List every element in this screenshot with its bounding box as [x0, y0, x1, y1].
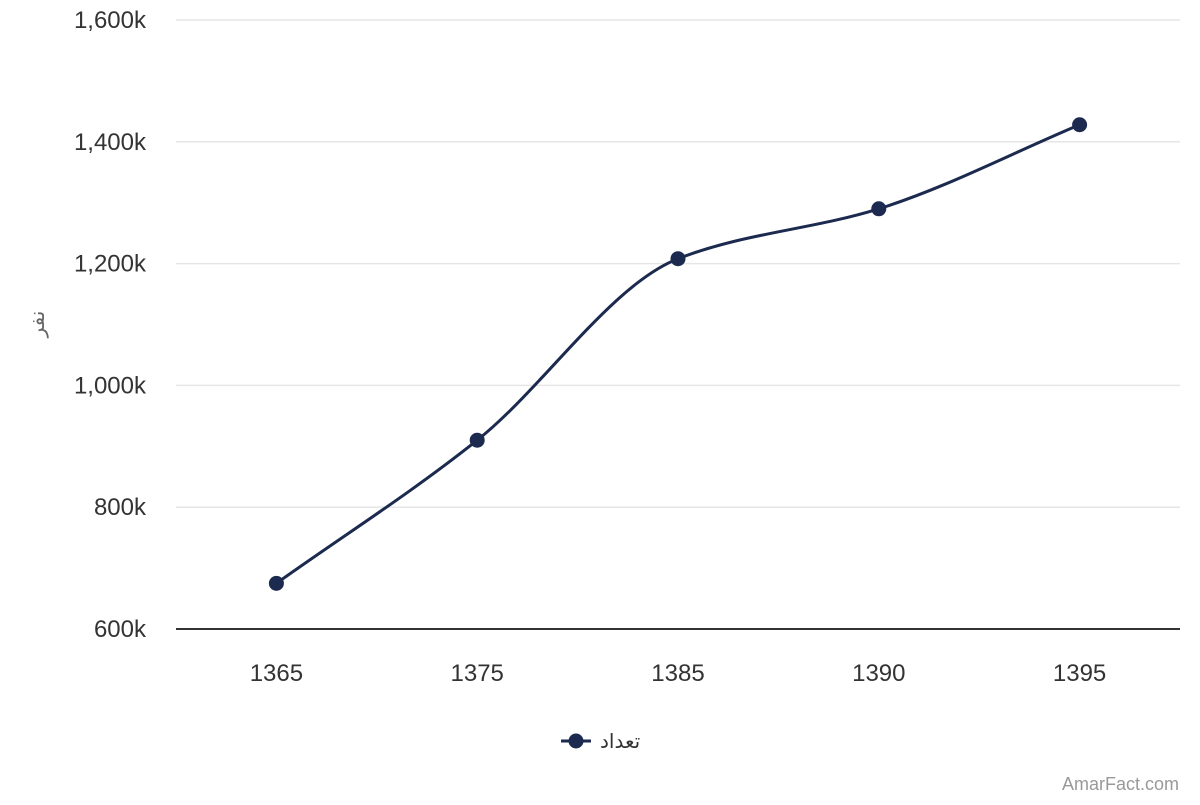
data-point [268, 575, 284, 591]
data-point [670, 251, 686, 267]
y-tick-label: 1,400k [74, 129, 147, 156]
x-tick-label: 1365 [250, 660, 303, 687]
series-layer [268, 117, 1088, 591]
y-axis-label: نفر [27, 311, 49, 339]
x-tick-label: 1395 [1053, 660, 1106, 687]
y-tick-label: 1,200k [74, 251, 147, 278]
data-point [1072, 117, 1088, 133]
y-axis-ticks: 600k 800k 1,000k 1,200k 1,400k 1,600k [74, 7, 147, 643]
x-axis-ticks: 1365 1375 1385 1390 1395 [250, 660, 1107, 687]
y-tick-label: 600k [94, 616, 147, 643]
data-point [469, 432, 485, 448]
legend[interactable]: تعداد [561, 731, 640, 753]
x-tick-label: 1375 [451, 660, 504, 687]
credit-text[interactable]: AmarFact.com [1062, 774, 1179, 794]
y-tick-label: 1,000k [74, 372, 147, 399]
y-tick-label: 1,600k [74, 7, 147, 34]
gridlines [176, 19, 1180, 630]
x-tick-label: 1390 [852, 660, 905, 687]
y-tick-label: 800k [94, 494, 147, 521]
legend-marker [568, 733, 584, 749]
series-line [274, 123, 1082, 585]
x-tick-label: 1385 [651, 660, 704, 687]
data-point [871, 201, 887, 217]
legend-label: تعداد [600, 731, 640, 753]
